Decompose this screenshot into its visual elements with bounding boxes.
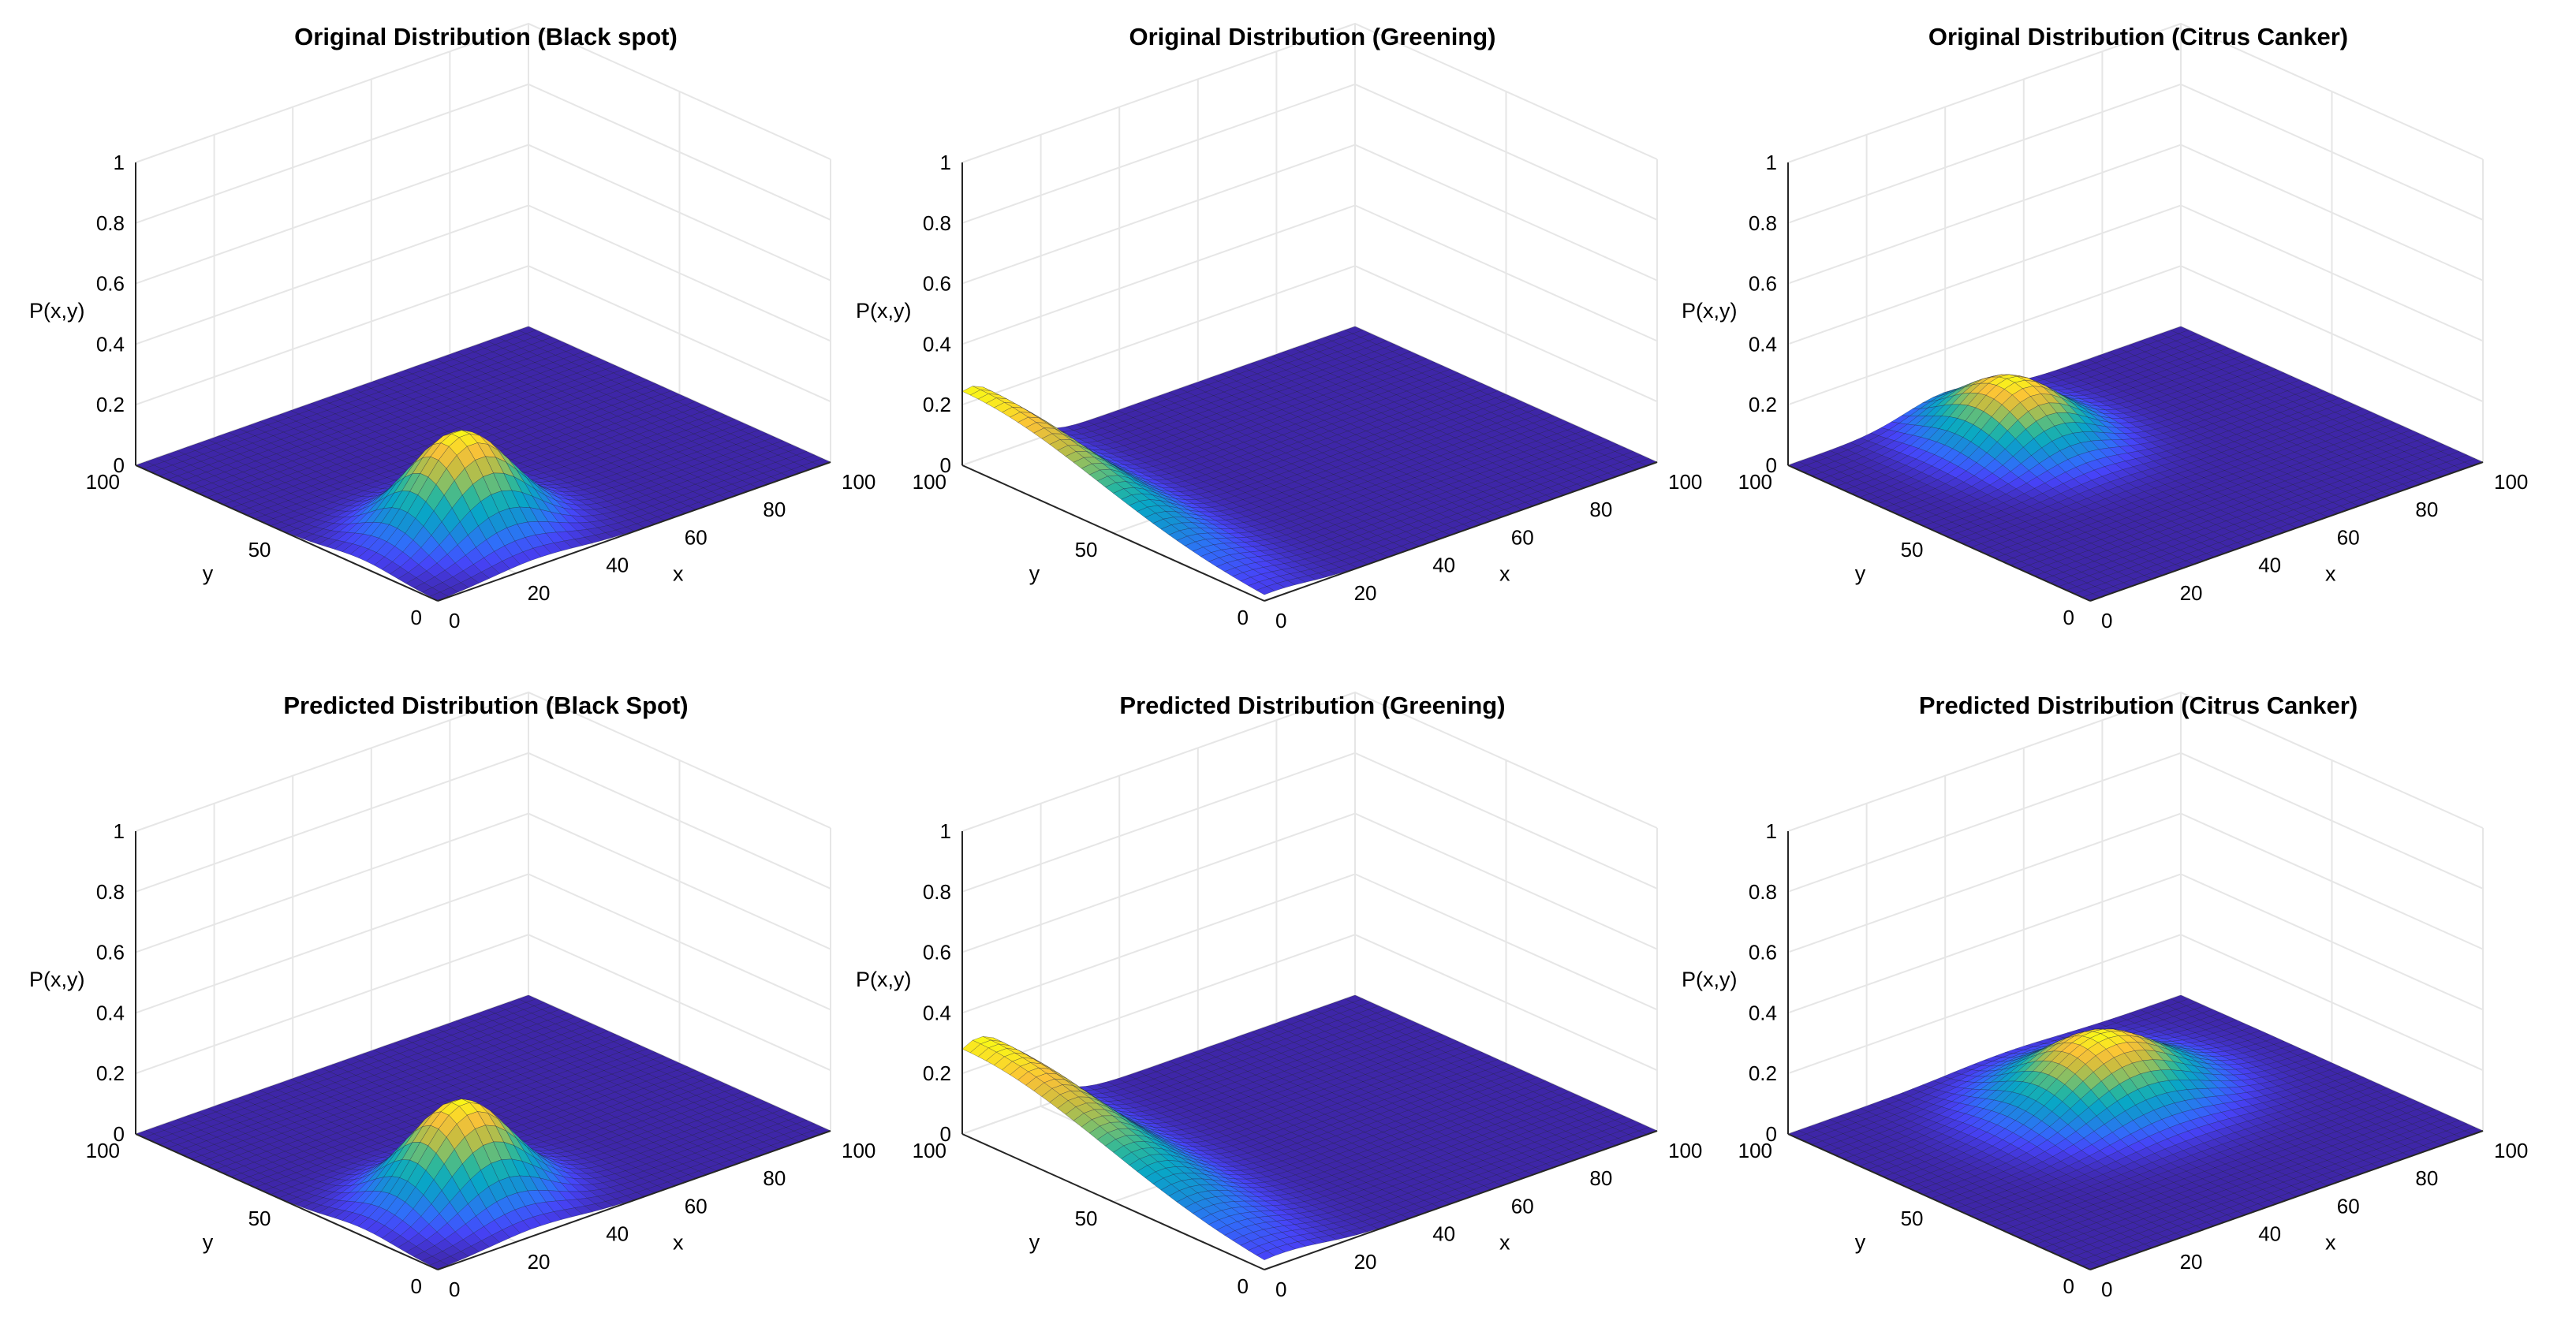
z-tick-label: 0.4 [1749,332,1777,356]
z-tick-label: 0.6 [1749,272,1777,296]
z-tick-label: 1 [940,151,951,174]
z-axis-label: P(x,y) [856,299,912,323]
x-tick-label: 80 [1589,498,1612,521]
y-axis-label: y [1029,561,1040,585]
x-axis-label: x [1499,561,1510,585]
x-tick-label: 60 [2337,525,2360,549]
z-tick-label: 0 [114,453,125,477]
z-axis-label: P(x,y) [29,299,85,323]
z-tick-label: 0.4 [923,332,951,356]
panel-3: 02040608010005010000.20.40.60.81xyP(x,y)… [1682,22,2528,632]
x-tick-label: 40 [2258,554,2281,577]
panel-title: Original Distribution (Citrus Canker) [1928,23,2348,50]
z-tick-label: 0.6 [96,272,125,296]
z-tick-label: 0 [1766,453,1777,477]
y-axis-label: y [1855,561,1866,585]
z-tick-label: 1 [114,151,125,174]
gridline-z [961,204,1658,345]
panel-4: 02040608010005010000.20.40.60.81xyP(x,y)… [29,691,875,1301]
gridline-z [135,22,831,163]
x-tick-label: 0 [449,609,460,632]
gridline-z [961,144,1658,285]
x-axis-label: x [673,561,684,585]
y-tick-label: 0 [411,606,422,629]
gridline-z [135,752,831,893]
x-axis-label: x [2325,561,2336,585]
gridline-z [135,873,831,1014]
z-tick-label: 0.6 [923,272,951,296]
z-tick-label: 0.4 [96,332,125,356]
panel-title: Original Distribution (Greening) [1129,23,1496,50]
gridline-z [961,83,1658,224]
x-tick-label: 100 [1668,470,1702,494]
surface [135,326,831,601]
panel-1: 02040608010005010000.20.40.60.81xyP(x,y)… [29,22,875,632]
gridline-z [135,83,831,224]
x-tick-label: 40 [1432,554,1455,577]
panel-title: Original Distribution (Black spot) [294,23,678,50]
z-tick-label: 0.8 [96,211,125,235]
z-tick-label: 0.2 [1749,393,1777,416]
x-tick-label: 100 [2494,470,2528,494]
y-tick-label: 50 [1901,538,1924,561]
x-tick-label: 60 [1511,525,1534,549]
gridline-z [135,265,831,406]
y-tick-label: 50 [248,538,271,561]
z-tick-label: 0.2 [96,393,125,416]
gridline-z [135,144,831,285]
y-axis-label: y [203,561,214,585]
x-tick-label: 0 [2101,609,2112,632]
gridline-z [1787,83,2484,224]
y-tick-label: 0 [1238,606,1249,629]
z-tick-label: 0 [940,453,951,477]
x-tick-label: 20 [528,581,551,605]
gridline-z [1787,204,2484,345]
gridline-z [135,812,831,953]
x-tick-label: 80 [2415,498,2438,521]
x-tick-label: 80 [763,498,786,521]
z-tick-label: 0.8 [923,211,951,235]
surface [961,326,1658,595]
z-tick-label: 0.8 [1749,211,1777,235]
x-tick-label: 60 [685,525,707,549]
x-tick-label: 100 [842,470,875,494]
panel-2: 02040608010005010000.20.40.60.81xyP(x,y)… [856,22,1702,632]
z-tick-label: 0.2 [923,393,951,416]
x-tick-label: 20 [2180,581,2203,605]
x-tick-label: 40 [606,554,629,577]
gridline-z [1787,144,2484,285]
y-tick-label: 50 [1075,538,1098,561]
x-tick-label: 20 [1354,581,1377,605]
gridline-z [135,204,831,345]
x-tick-label: 0 [1275,609,1286,632]
z-axis-label: P(x,y) [1682,299,1738,323]
z-tick-label: 1 [1766,151,1777,174]
y-tick-label: 0 [2063,606,2074,629]
